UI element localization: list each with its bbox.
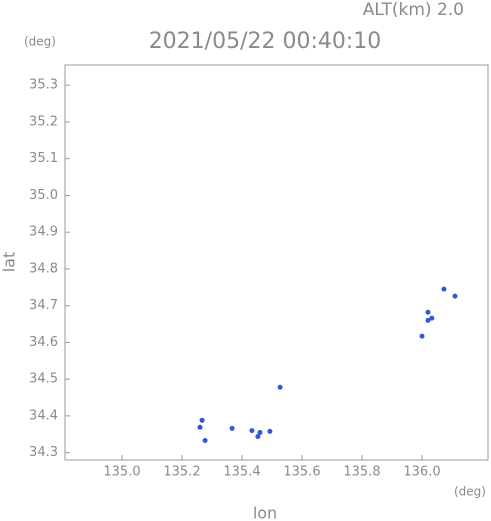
y-tick-label: 35.0 — [29, 188, 58, 203]
point — [425, 309, 431, 315]
point — [229, 425, 235, 431]
point — [249, 428, 255, 434]
x-tick-label: 135.2 — [163, 465, 200, 480]
point — [257, 429, 263, 435]
x-tick-label: 135.4 — [223, 465, 260, 480]
point — [277, 384, 283, 390]
y-tick-label: 34.8 — [29, 261, 58, 276]
x-unit: (deg) — [454, 485, 486, 499]
chart-title: 2021/05/22 00:40:10 — [149, 29, 382, 54]
y-tick-label: 35.1 — [29, 151, 58, 166]
y-tick-label: 35.2 — [29, 114, 58, 129]
y-tick-label: 35.3 — [29, 78, 58, 93]
point — [267, 428, 273, 434]
y-tick-label: 34.7 — [29, 298, 58, 313]
x-axis-label: lon — [253, 504, 277, 521]
plot-frame — [64, 64, 489, 461]
y-tick-label: 34.4 — [29, 408, 58, 423]
point — [452, 293, 458, 299]
point — [255, 433, 261, 439]
y-tick-label: 34.9 — [29, 225, 58, 240]
y-tick-label: 34.3 — [29, 445, 58, 460]
x-tick-label: 136.0 — [403, 465, 440, 480]
y-tick-label: 34.6 — [29, 335, 58, 350]
x-tick-label: 135.6 — [283, 465, 320, 480]
y-unit: (deg) — [24, 35, 56, 49]
point — [197, 424, 203, 430]
annotation: ALT(km) 2.0 — [363, 0, 464, 20]
x-tick-label: 135.0 — [103, 465, 140, 480]
y-tick-label: 34.5 — [29, 372, 58, 387]
point — [202, 438, 208, 444]
point — [441, 286, 447, 292]
point — [429, 315, 435, 321]
x-tick-label: 135.8 — [343, 465, 380, 480]
point — [419, 333, 425, 339]
y-axis-label: lat — [0, 252, 19, 273]
point — [199, 417, 205, 423]
point — [425, 317, 431, 323]
